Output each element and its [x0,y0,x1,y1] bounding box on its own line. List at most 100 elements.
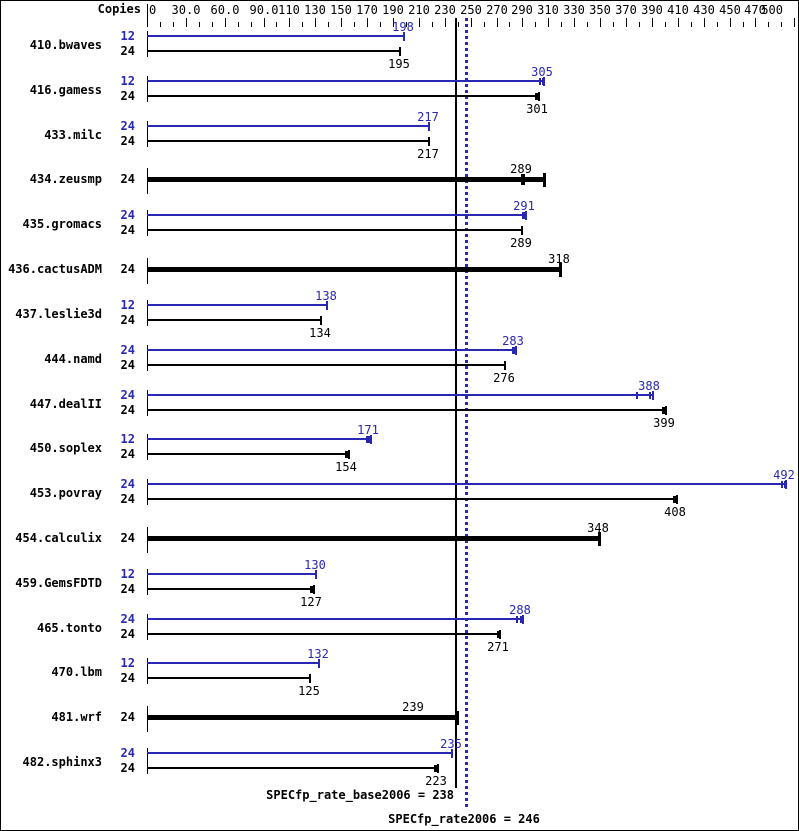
bar-value-label: 138 [315,289,337,303]
result-bar-base [147,95,538,97]
copies-value: 24 [120,447,135,461]
copies-value: 24 [120,710,135,724]
copies-value: 24 [120,172,135,186]
x-axis-minor-tick [484,22,485,27]
x-axis-tick-label: 250 [460,3,482,17]
x-axis-major-tick [678,18,679,27]
group-axis-segment [147,76,148,102]
x-axis-major-tick [626,18,627,27]
result-bar-peak [147,35,403,37]
group-axis-segment [147,390,148,416]
x-axis-minor-tick [276,22,277,27]
result-bar-base [147,409,665,411]
copies-value: 24 [120,343,135,357]
bar-value-label: 388 [638,379,660,393]
x-axis-minor-tick [781,22,782,27]
bar-end-cap [437,764,439,773]
bar-end-cap [309,674,311,683]
x-axis-minor-tick [691,22,692,27]
bar-end-cap [403,32,405,41]
bar-value-label: 217 [417,110,439,124]
bar-end-cap [318,659,320,668]
bar-value-label: 305 [531,65,553,79]
benchmark-name: 454.calculix [15,531,102,545]
x-axis-major-tick [264,18,265,27]
bar-end-cap [538,92,540,101]
bar-value-label: 276 [493,371,515,385]
result-bar-base [147,50,399,52]
benchmark-name: 435.gromacs [22,217,102,231]
group-axis-segment [147,345,148,371]
x-axis-tick-label: 350 [589,3,611,17]
x-axis-tick-label: 290 [511,3,533,17]
bar-value-label: 223 [425,774,447,788]
bar-value-label: 288 [509,603,531,617]
result-bar-peak [147,752,451,754]
x-axis-origin-line [147,4,148,27]
x-axis-major-tick [497,18,498,27]
bar-end-cap [315,570,317,579]
result-bar-peak [147,618,522,620]
run-mark-tick [662,407,664,414]
result-bar-base [147,633,499,635]
copies-value: 12 [120,29,135,43]
run-mark-tick [516,616,518,623]
result-bar-basepeak [147,536,598,541]
bar-end-cap [348,450,350,459]
bar-end-cap [370,435,372,444]
result-bar-peak [147,304,326,306]
x-axis-minor-tick [212,22,213,27]
copies-value: 24 [120,388,135,402]
run-mark-tick [539,78,541,85]
benchmark-name: 481.wrf [51,710,102,724]
bar-end-cap [785,480,787,489]
x-axis-minor-tick [406,22,407,27]
benchmark-name: 416.gamess [29,83,102,97]
x-axis-tick-label: 270 [486,3,508,17]
x-axis-tick-label: 370 [615,3,637,17]
base-result-label: SPECfp_rate_base2006 = 238 [266,788,454,802]
group-axis-segment [147,300,148,326]
copies-value: 24 [120,223,135,237]
result-bar-basepeak [147,177,543,182]
copies-value: 24 [120,612,135,626]
x-axis-tick-label: 130 [304,3,326,17]
bar-value-label: 239 [402,700,424,714]
benchmark-name: 453.povray [29,486,102,500]
result-bar-basepeak [147,715,456,720]
x-axis-major-tick [315,18,316,27]
copies-value: 24 [120,89,135,103]
copies-value: 24 [120,208,135,222]
bar-end-cap [543,77,545,86]
x-axis-minor-tick [665,22,666,27]
x-axis-tick-label: 390 [641,3,663,17]
bar-value-label: 125 [298,684,320,698]
result-bar-peak [147,438,370,440]
bar-value-label: 301 [526,102,548,116]
result-bar-peak [147,214,525,216]
bar-value-label: 283 [502,334,524,348]
x-axis-minor-tick [199,22,200,27]
x-axis-minor-tick [251,22,252,27]
run-mark-tick [781,481,783,488]
group-axis-segment [147,31,148,57]
result-bar-base [147,319,320,321]
copies-value: 24 [120,627,135,641]
copies-value: 12 [120,74,135,88]
bar-value-label: 271 [487,640,509,654]
result-bar-base [147,677,309,679]
benchmark-name: 450.soplex [29,441,102,455]
x-axis-minor-tick [561,22,562,27]
bar-value-label: 492 [773,468,795,482]
x-axis-major-tick [548,18,549,27]
benchmark-name: 444.namd [44,352,102,366]
x-axis-minor-tick [173,22,174,27]
bar-value-label: 289 [510,236,532,250]
benchmark-name: 410.bwaves [29,38,102,52]
x-axis-minor-tick [380,22,381,27]
x-axis-minor-tick [432,22,433,27]
bar-value-label: 130 [304,558,326,572]
x-axis-minor-tick [458,22,459,27]
benchmark-name: 470.lbm [51,665,102,679]
